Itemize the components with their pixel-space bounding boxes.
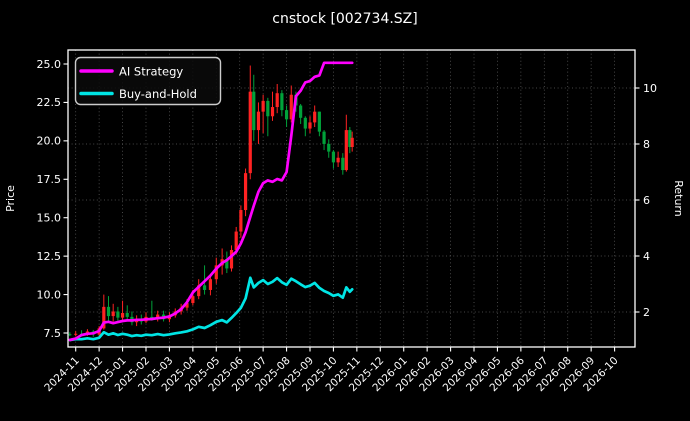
candle-down bbox=[252, 91, 256, 131]
candle-up bbox=[234, 231, 238, 250]
legend-label-ai-strategy: AI Strategy bbox=[119, 65, 183, 79]
candle-up bbox=[313, 111, 317, 123]
y-tick-label-price: 22.5 bbox=[37, 96, 62, 109]
candle-down bbox=[225, 259, 229, 269]
candle-up bbox=[191, 296, 195, 304]
y-tick-label-price: 12.5 bbox=[37, 250, 62, 263]
candle-down bbox=[266, 100, 270, 117]
candle-down bbox=[331, 151, 336, 163]
candle-down bbox=[106, 306, 111, 317]
candle-down bbox=[317, 111, 321, 132]
y-tick-label-price: 25.0 bbox=[37, 58, 62, 71]
chart-title: cnstock [002734.SZ] bbox=[272, 11, 417, 27]
candle-down bbox=[68, 334, 72, 336]
line-buy-and-hold bbox=[68, 276, 354, 342]
y-tick-label-price: 17.5 bbox=[37, 173, 62, 186]
candle-up bbox=[270, 107, 275, 117]
candle-down bbox=[202, 285, 207, 290]
candle-up bbox=[275, 93, 279, 108]
line-ai-strategy bbox=[68, 61, 354, 342]
y-tick-label-price: 20.0 bbox=[37, 135, 62, 148]
candle-up bbox=[214, 265, 218, 280]
candle-up bbox=[102, 306, 106, 329]
candle-up bbox=[344, 130, 348, 171]
y-tick-label-return: 4 bbox=[643, 250, 650, 263]
plot-border bbox=[67, 49, 636, 348]
legend: AI Strategy Buy-and-Hold bbox=[74, 56, 222, 106]
candle-up bbox=[350, 137, 354, 148]
strategy-lines bbox=[68, 61, 354, 342]
candle-down bbox=[280, 93, 284, 111]
candle-up bbox=[336, 157, 340, 163]
candle-up bbox=[208, 279, 213, 290]
candle-down bbox=[125, 313, 129, 317]
candle-up bbox=[248, 91, 252, 174]
candle-up bbox=[74, 333, 78, 335]
candle-up bbox=[197, 285, 201, 297]
y-tick-label-return: 6 bbox=[643, 194, 650, 207]
candle-down bbox=[150, 316, 154, 319]
legend-label-buy-and-hold: Buy-and-Hold bbox=[119, 87, 197, 101]
candle-up bbox=[256, 111, 261, 131]
candle-down bbox=[299, 105, 303, 118]
candle-up bbox=[289, 94, 293, 120]
candle-down bbox=[303, 117, 307, 129]
axis-ticks: 2024-112024-122025-012025-022025-032025-… bbox=[37, 58, 658, 394]
y-axis-label-return: Return bbox=[672, 180, 685, 217]
candle-down bbox=[322, 131, 326, 144]
y-tick-label-return: 8 bbox=[643, 138, 650, 151]
candle-down bbox=[327, 143, 331, 152]
candle-down bbox=[116, 311, 120, 318]
candle-up bbox=[185, 303, 189, 308]
candle-up bbox=[243, 173, 248, 211]
candle-up bbox=[156, 314, 160, 319]
candlesticks bbox=[68, 65, 354, 337]
candle-down bbox=[348, 130, 352, 148]
gridlines bbox=[68, 50, 635, 347]
candle-up bbox=[308, 122, 312, 129]
candle-up bbox=[261, 100, 265, 112]
y-tick-label-price: 10.0 bbox=[37, 288, 62, 301]
y-tick-label-return: 10 bbox=[643, 82, 657, 95]
y-axis-label-price: Price bbox=[4, 185, 17, 212]
candle-up bbox=[229, 249, 234, 269]
y-tick-label-price: 15.0 bbox=[37, 212, 62, 225]
candle-up bbox=[120, 313, 125, 318]
candle-up bbox=[239, 210, 243, 232]
y-tick-label-price: 7.5 bbox=[44, 327, 62, 340]
candle-up bbox=[111, 311, 115, 317]
candle-down bbox=[284, 110, 289, 120]
candle-down bbox=[341, 157, 345, 171]
y-tick-label-return: 2 bbox=[643, 306, 650, 319]
